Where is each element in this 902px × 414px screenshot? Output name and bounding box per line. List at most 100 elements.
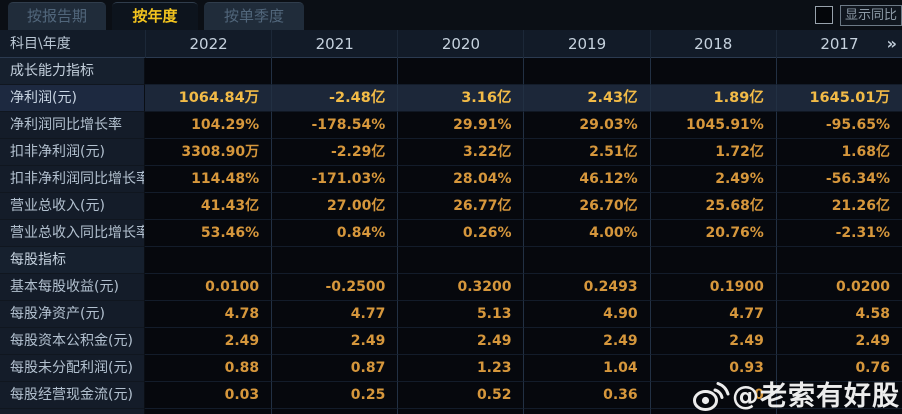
cell: 29.91% [397, 112, 524, 139]
cell [775, 382, 902, 409]
cell: 0.76 [775, 355, 902, 382]
cell: 4.58 [775, 301, 902, 328]
cell: 41.43亿 [145, 193, 272, 220]
cell [649, 58, 776, 85]
cell: 0.26% [397, 220, 524, 247]
cell: 0.1900 [649, 274, 776, 301]
cell: 1.23 [397, 355, 524, 382]
cell: 3.16亿 [397, 85, 524, 112]
cell: 1.68亿 [775, 139, 902, 166]
table-header-row: 科目\年度 2022 2021 2020 2019 2018 2017» [0, 30, 902, 58]
section-row: 成长能力指标 [0, 58, 902, 85]
year-header-2021: 2021 [271, 30, 397, 58]
cell: 21.26亿 [775, 193, 902, 220]
cell [775, 58, 902, 85]
more-years-icon[interactable]: » [886, 34, 897, 53]
year-header-2017: 2017» [775, 30, 902, 58]
cell: -178.54% [271, 112, 398, 139]
cell: 104.29% [145, 112, 272, 139]
cell: 0.84% [271, 220, 398, 247]
cell: -2.31% [775, 220, 902, 247]
cell: 0.3200 [397, 274, 524, 301]
cell [397, 247, 524, 274]
cell: 2.49 [649, 328, 776, 355]
tab-by-quarter[interactable]: 按单季度 [204, 2, 304, 30]
cell [523, 247, 650, 274]
row-label: 扣非净利润(元) [0, 139, 145, 166]
table-row: 每股净资产(元) 4.78 4.77 5.13 4.90 4.77 4.58 [0, 301, 902, 328]
cell: 53.46% [145, 220, 272, 247]
table-row: 营业总收入同比增长率 53.46% 0.84% 0.26% 4.00% 20.76% -2.… [0, 220, 902, 247]
cell: 5.13 [397, 301, 524, 328]
cell: 4.78 [145, 301, 272, 328]
cell: 25.68亿 [649, 193, 776, 220]
cell: 1.89亿 [649, 85, 776, 112]
corner-header: 科目\年度 [10, 36, 71, 52]
row-label: 营业总收入同比增长率 [0, 220, 145, 247]
cell [523, 409, 650, 414]
table-row: 扣非净利润(元) 3308.90万 -2.29亿 3.22亿 2.51亿 1.72亿 1.6… [0, 139, 902, 166]
cell: 2.49 [271, 328, 398, 355]
cell: 114.48% [145, 166, 272, 193]
tab-bar: 按报告期 按年度 按单季度 显示同比 [0, 0, 902, 30]
year-header-2020: 2020 [397, 30, 523, 58]
cell: 0.52 [397, 382, 524, 409]
cell: 4.00% [523, 220, 650, 247]
cell [649, 409, 776, 414]
cell: 0.2493 [523, 274, 650, 301]
cell [145, 409, 272, 414]
year-header-2019: 2019 [523, 30, 649, 58]
cell: 0.0100 [145, 274, 272, 301]
cell: 1064.84万 [145, 85, 272, 112]
table-row: 每股经营现金流(元) 0.03 0.25 0.52 0.36 0 [0, 382, 902, 409]
cell [775, 409, 902, 414]
row-label [0, 409, 145, 414]
cell [649, 247, 776, 274]
cell: 0.25 [271, 382, 398, 409]
year-header-2022: 2022 [145, 30, 271, 58]
table-row: 每股资本公积金(元) 2.49 2.49 2.49 2.49 2.49 2.49 [0, 328, 902, 355]
cell: 0.88 [145, 355, 272, 382]
cell: 2.49 [523, 328, 650, 355]
tab-by-report-period[interactable]: 按报告期 [8, 2, 106, 30]
tab-by-year[interactable]: 按年度 [112, 2, 198, 30]
cell: 4.77 [271, 301, 398, 328]
table-row: 净利润同比增长率 104.29% -178.54% 29.91% 29.03% 1045.… [0, 112, 902, 139]
row-label: 成长能力指标 [0, 58, 145, 85]
cell: 3308.90万 [145, 139, 272, 166]
row-label: 净利润同比增长率 [0, 112, 145, 139]
cell: -56.34% [775, 166, 902, 193]
cell: -171.03% [271, 166, 398, 193]
row-label: 扣非净利润同比增长率 [0, 166, 145, 193]
cell: 1.72亿 [649, 139, 776, 166]
cell: 4.90 [523, 301, 650, 328]
table-row: 每股未分配利润(元) 0.88 0.87 1.23 1.04 0.93 0.76 [0, 355, 902, 382]
cell: 29.03% [523, 112, 650, 139]
show-yoy-checkbox[interactable] [815, 6, 833, 24]
row-label: 营业总收入(元) [0, 193, 145, 220]
table-row: 扣非净利润同比增长率 114.48% -171.03% 28.04% 46.12% 2.4… [0, 166, 902, 193]
row-label: 每股未分配利润(元) [0, 355, 145, 382]
cell: 0.0200 [775, 274, 902, 301]
cell: 0 [649, 382, 776, 409]
cell [397, 58, 524, 85]
financial-table: 科目\年度 2022 2021 2020 2019 2018 2017» 成长能力指标 净利润(… [0, 30, 902, 414]
cell: 0.03 [145, 382, 272, 409]
cell [775, 247, 902, 274]
cell: 1045.91% [649, 112, 776, 139]
row-label: 基本每股收益(元) [0, 274, 145, 301]
table-row: 净利润(元) 1064.84万 -2.48亿 3.16亿 2.43亿 1.89亿 1645.… [0, 85, 902, 112]
cell [523, 58, 650, 85]
row-label: 每股指标 [0, 247, 145, 274]
cell: 27.00亿 [271, 193, 398, 220]
year-header-2018: 2018 [649, 30, 776, 58]
cell: -2.48亿 [271, 85, 398, 112]
table-row: 营业总收入(元) 41.43亿 27.00亿 26.77亿 26.70亿 25.68亿 21… [0, 193, 902, 220]
cell: 46.12% [523, 166, 650, 193]
cell [145, 247, 272, 274]
cell: 26.70亿 [523, 193, 650, 220]
show-yoy-label[interactable]: 显示同比 [840, 5, 902, 26]
row-label: 净利润(元) [0, 85, 145, 112]
partial-row [0, 409, 902, 414]
cell: 1.04 [523, 355, 650, 382]
